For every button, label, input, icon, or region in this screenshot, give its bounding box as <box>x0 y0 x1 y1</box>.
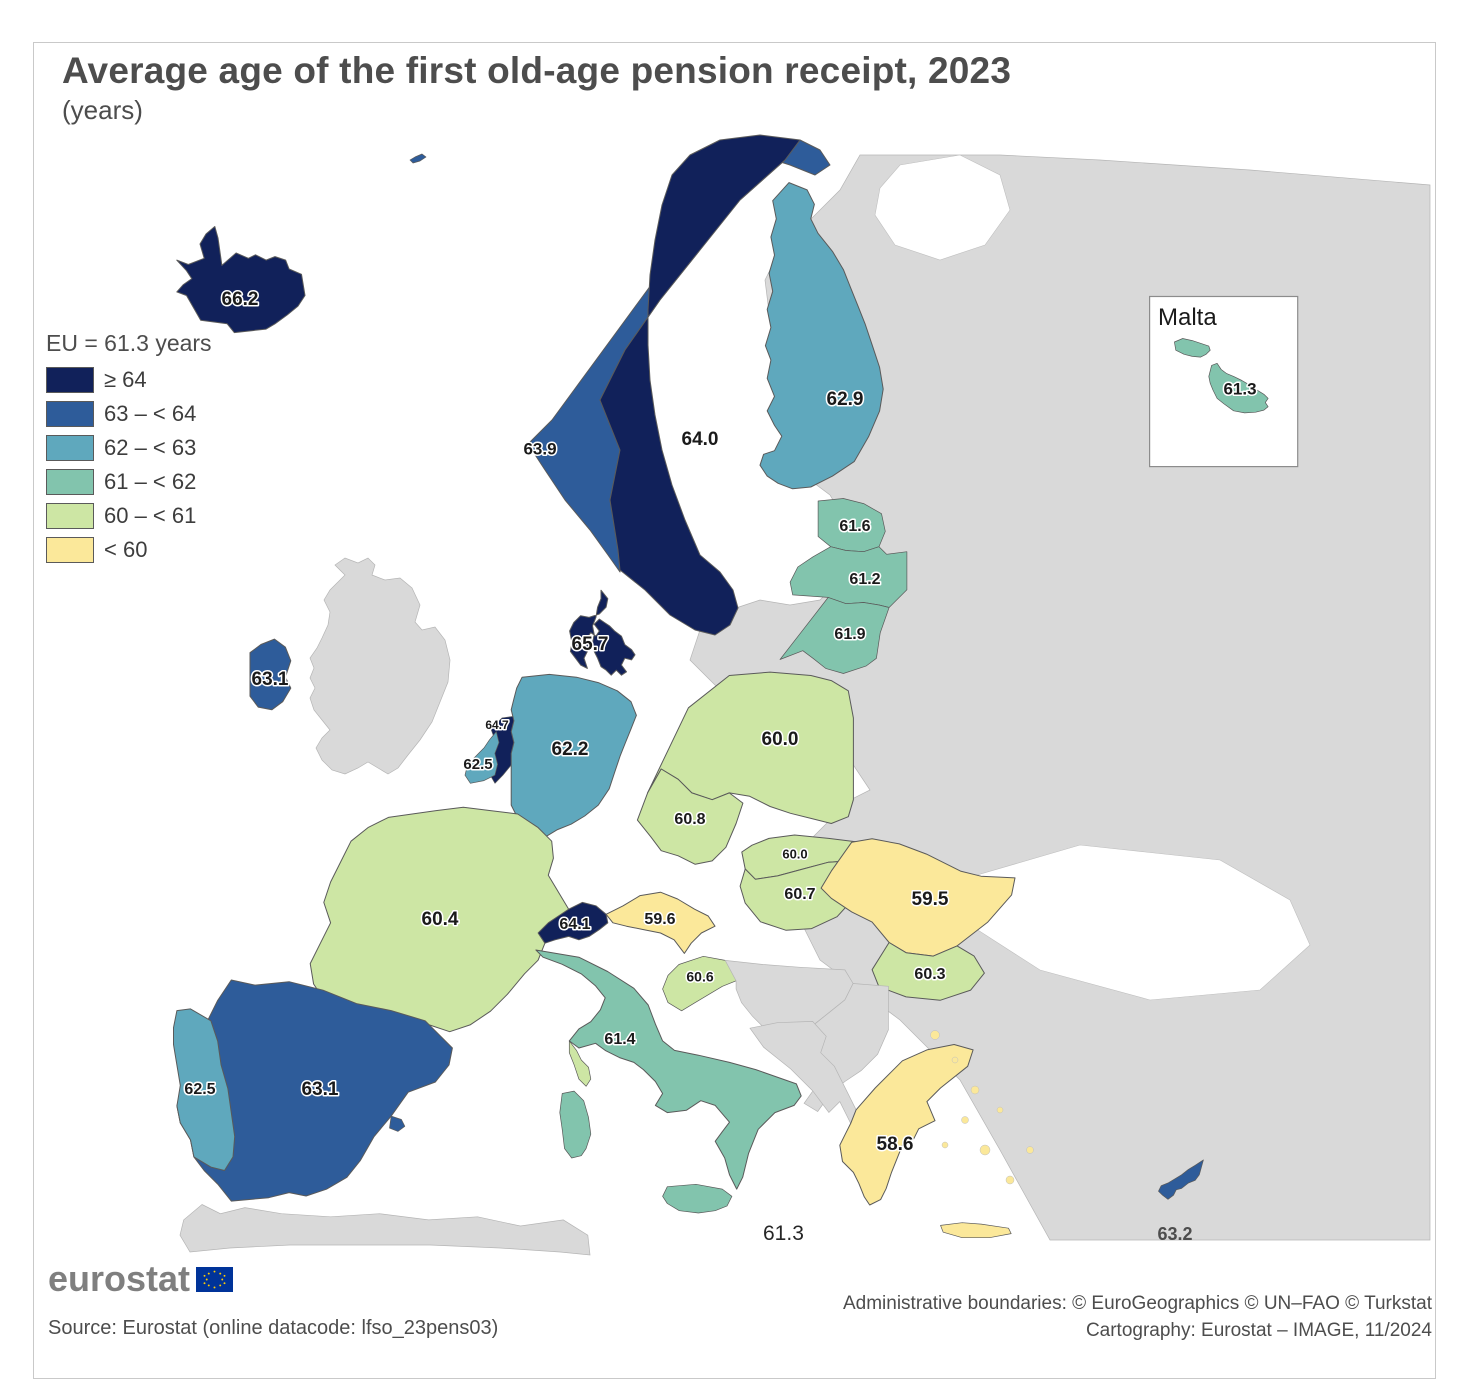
svg-text:64.7: 64.7 <box>485 718 509 732</box>
svg-text:64.0: 64.0 <box>682 429 719 450</box>
svg-text:62.5: 62.5 <box>184 1081 215 1098</box>
svg-text:60.0: 60.0 <box>782 846 807 861</box>
svg-text:60.8: 60.8 <box>674 811 705 828</box>
svg-text:59.5: 59.5 <box>912 889 949 910</box>
svg-text:61.6: 61.6 <box>839 518 870 535</box>
svg-text:61.4: 61.4 <box>604 1031 635 1048</box>
svg-text:61.2: 61.2 <box>849 571 880 588</box>
svg-text:61.3: 61.3 <box>1223 379 1256 398</box>
svg-text:60.3: 60.3 <box>914 966 945 983</box>
svg-text:62.9: 62.9 <box>827 389 864 410</box>
svg-text:62.5: 62.5 <box>463 756 492 773</box>
svg-text:64.1: 64.1 <box>559 916 590 933</box>
svg-text:60.0: 60.0 <box>762 729 799 750</box>
svg-text:60.7: 60.7 <box>784 886 815 903</box>
svg-text:66.2: 66.2 <box>222 289 259 310</box>
svg-text:61.3: 61.3 <box>763 1222 804 1245</box>
svg-text:63.1: 63.1 <box>302 1079 339 1100</box>
svg-text:60.6: 60.6 <box>686 969 713 985</box>
svg-text:63.2: 63.2 <box>1157 1224 1192 1244</box>
svg-text:58.6: 58.6 <box>877 1134 914 1155</box>
svg-text:62.2: 62.2 <box>552 739 589 760</box>
svg-text:Malta: Malta <box>1158 304 1217 331</box>
svg-text:61.9: 61.9 <box>834 626 865 643</box>
svg-text:59.6: 59.6 <box>644 911 675 928</box>
svg-text:65.7: 65.7 <box>572 634 609 655</box>
svg-text:63.1: 63.1 <box>252 669 289 690</box>
svg-text:60.4: 60.4 <box>422 909 459 930</box>
svg-text:63.9: 63.9 <box>523 439 556 458</box>
